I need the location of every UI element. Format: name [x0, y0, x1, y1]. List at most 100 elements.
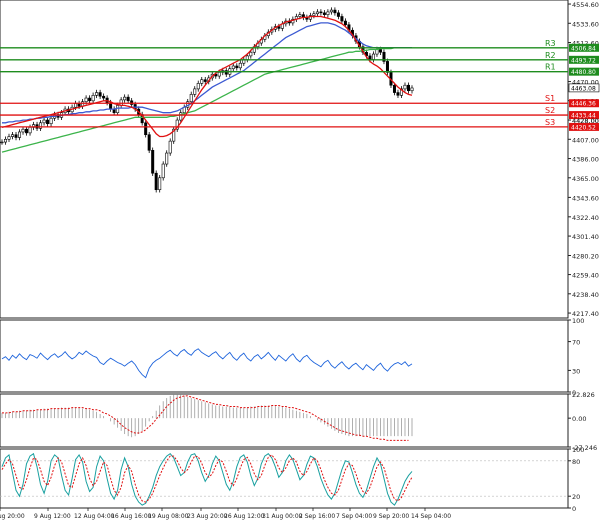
- candle-body: [77, 103, 81, 107]
- time-axis-label: 8 Aug 20:00: [0, 513, 25, 520]
- candle-body: [329, 9, 333, 13]
- candle-body: [49, 117, 53, 125]
- candle-body: [46, 119, 50, 125]
- candle-body: [189, 94, 193, 103]
- candle-body: [172, 128, 176, 142]
- level-price-label: 4433.44: [571, 113, 596, 120]
- level-label-r2: R2: [545, 51, 556, 60]
- time-axis-label: 9 Aug 12:00: [34, 513, 71, 520]
- candle-body: [406, 84, 410, 92]
- candle-body: [151, 149, 155, 174]
- candle-body: [378, 49, 382, 53]
- ma-blue-line: [2, 22, 412, 124]
- price-tick-label: 4301.40: [572, 233, 599, 241]
- rsi-tick-label: 30: [572, 367, 580, 375]
- candle-body: [88, 97, 92, 102]
- level-price-label: 4446.36: [571, 101, 596, 108]
- rsi-tick-label: 70: [572, 339, 580, 347]
- candle-body: [333, 9, 337, 14]
- candle-body: [375, 49, 379, 55]
- rsi-tick-label: 0: [572, 389, 576, 397]
- price-tick-label: 4554.60: [572, 1, 599, 9]
- candle-body: [0, 141, 4, 144]
- candle-body: [410, 87, 414, 92]
- candle-body: [193, 88, 197, 95]
- candle-body: [158, 177, 162, 191]
- candle-body: [343, 20, 347, 26]
- level-price-label: 4420.52: [571, 124, 596, 131]
- price-tick-label: 4512.60: [572, 40, 599, 48]
- candle-body: [28, 127, 32, 134]
- level-price-box: [569, 55, 599, 64]
- price-panel: 4554.604533.604512.604470.004449.204428.…: [0, 0, 600, 319]
- level-price-box: [569, 99, 599, 108]
- time-axis-label: 9 Sep 20:00: [373, 513, 409, 520]
- macd-tick-label: -27.246: [572, 444, 597, 452]
- candle-body: [231, 65, 235, 70]
- price-extra-tick-label: 4428.00: [572, 117, 599, 125]
- stochastic-tick-label: 80: [572, 458, 580, 466]
- candle-body: [200, 79, 204, 84]
- level-price-box: [569, 43, 599, 52]
- candle-body: [399, 88, 403, 96]
- candle-body: [371, 53, 375, 60]
- candle-body: [403, 84, 407, 90]
- level-price-label: 4493.72: [571, 57, 596, 64]
- macd-panel-frame: [0, 393, 569, 448]
- price-tick-label: 4533.60: [572, 20, 599, 28]
- stochastic-tick-label: 0: [572, 505, 576, 513]
- price-tick-label: 4470.00: [572, 79, 599, 87]
- candle-body: [214, 73, 218, 77]
- candle-body: [245, 55, 249, 60]
- candle-body: [385, 61, 389, 73]
- time-axis-label: 7 Sep 04:00: [336, 513, 372, 520]
- price-panel-frame: [0, 0, 569, 319]
- candle-body: [18, 131, 22, 138]
- candle-body: [322, 12, 326, 15]
- level-label-s3: S3: [545, 118, 555, 127]
- time-axis-label: 12 Aug 04:00: [74, 513, 115, 520]
- level-label-r3: R3: [545, 39, 556, 48]
- candle-body: [315, 11, 319, 15]
- time-axis-label: 26 Aug 12:00: [224, 513, 265, 520]
- stochastic-panel: 100 80 20 0: [0, 446, 584, 513]
- candle-body: [168, 140, 172, 154]
- last-price-box: [568, 83, 600, 93]
- candle-body: [4, 138, 8, 143]
- stochastic-d-line: [1, 454, 413, 503]
- rsi-panel: 100 70 30 0: [0, 317, 584, 397]
- macd-panel: 22.826 0.00 -27.246: [0, 391, 597, 452]
- candle-body: [396, 92, 400, 96]
- candle-body: [319, 11, 323, 14]
- rsi-panel-frame: [0, 319, 569, 393]
- candle-body: [154, 172, 158, 191]
- ma-green-line: [1, 47, 412, 153]
- candle-body: [312, 13, 316, 16]
- price-tick-label: 4365.00: [572, 175, 599, 183]
- candle-body: [298, 14, 302, 17]
- candle-body: [84, 97, 88, 103]
- stochastic-tick-label: 100: [572, 446, 584, 454]
- candle-body: [196, 83, 200, 90]
- macd-tick-label: 0.00: [572, 415, 586, 423]
- rsi-line: [1, 348, 413, 379]
- candle-body: [91, 95, 95, 102]
- ma-red-line: [1, 15, 413, 138]
- candle-body: [224, 70, 228, 75]
- macd-tick-label: 22.826: [572, 391, 595, 399]
- candle-body: [42, 119, 46, 124]
- price-tick-label: 4386.00: [572, 156, 599, 164]
- candle-body: [326, 11, 330, 15]
- candle-body: [165, 152, 169, 165]
- candle-body: [21, 128, 25, 133]
- candle-body: [392, 84, 396, 93]
- candle-body: [98, 92, 102, 97]
- time-axis-label: 23 Aug 20:00: [187, 513, 228, 520]
- price-tick-label: 4343.60: [572, 194, 599, 202]
- level-label-s2: S2: [545, 106, 555, 115]
- candle-body: [11, 134, 15, 137]
- candle-body: [161, 163, 165, 179]
- candle-body: [340, 16, 344, 22]
